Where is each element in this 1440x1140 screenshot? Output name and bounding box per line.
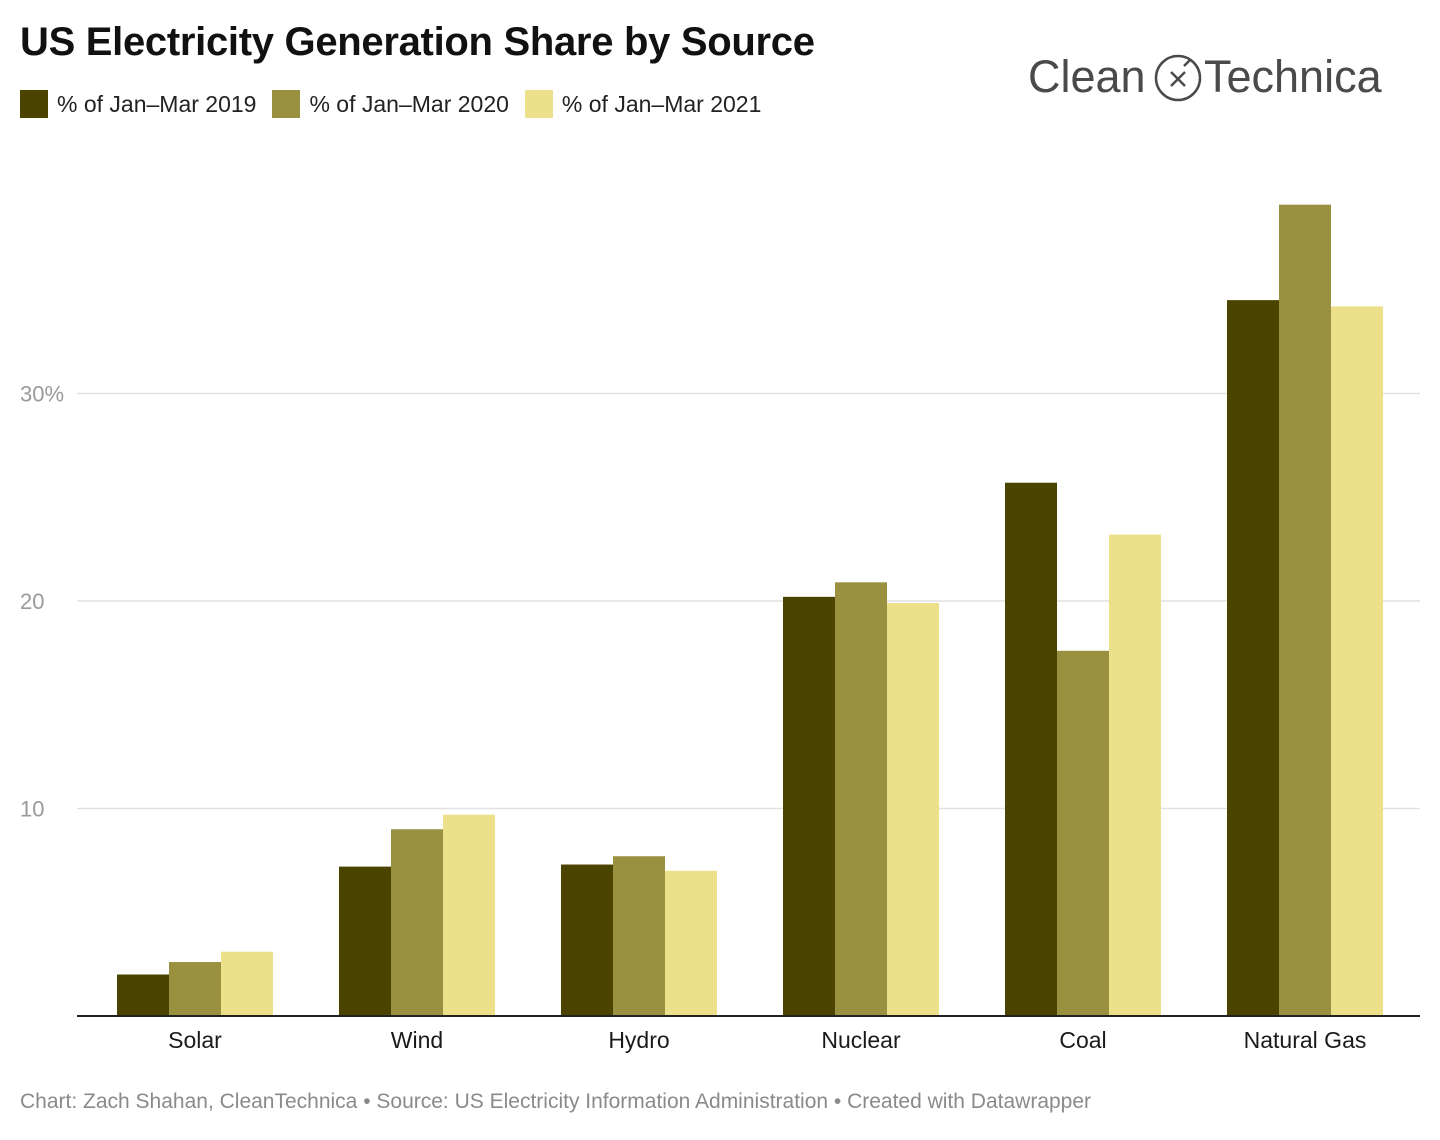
bar [221,951,273,1016]
legend-item-2019: % of Jan–Mar 2019 [20,90,256,118]
x-tick-label: Nuclear [821,1027,901,1053]
legend-label-2021: % of Jan–Mar 2021 [561,90,762,117]
bar [1057,650,1109,1016]
legend: % of Jan–Mar 2019 % of Jan–Mar 2020 % of… [20,90,777,118]
x-axis-labels: Solar Wind Hydro Nuclear Coal Natural Gas [168,1027,1366,1053]
bar [443,814,495,1016]
x-tick-label: Wind [391,1027,443,1053]
bar-chart: 10 20 30% Solar Wind Hydro Nuclear Coal Natural… [20,204,1420,1053]
legend-swatch-2019 [20,90,48,118]
bar [783,596,835,1016]
bar [1331,306,1383,1017]
bar [391,829,443,1016]
legend-item-2021: % of Jan–Mar 2021 [524,90,762,118]
bar [339,866,391,1016]
logo-text-technica: Technica [1204,51,1383,102]
legend-swatch-2021 [524,90,553,118]
bar [169,962,221,1016]
bar [1005,482,1057,1017]
x-tick-label: Hydro [608,1027,669,1053]
y-tick-label: 20 [20,589,44,614]
bar [1227,300,1279,1016]
chart-title: US Electricity Generation Share by Sourc… [20,20,815,64]
legend-label-2020: % of Jan–Mar 2020 [309,90,509,117]
gridlines: 10 20 30% [20,382,1420,822]
bar [117,974,169,1016]
bar [1109,534,1161,1016]
legend-item-2020: % of Jan–Mar 2020 [272,90,509,118]
bar [835,582,887,1016]
bar [665,870,717,1016]
x-tick-label: Solar [168,1027,222,1053]
legend-swatch-2020 [272,90,301,118]
y-tick-label: 10 [20,797,44,822]
cleantechnica-logo: Clean Technica [1028,51,1383,102]
x-tick-label: Natural Gas [1244,1027,1367,1053]
bar [613,856,665,1016]
bars [117,204,1383,1017]
bar [1279,204,1331,1017]
y-tick-label: 30% [20,382,64,407]
logo-text-clean: Clean [1028,51,1146,102]
plug-icon [1154,54,1202,102]
bar [561,864,613,1016]
chart-footer: Chart: Zach Shahan, CleanTechnica • Sour… [20,1090,1092,1113]
x-tick-label: Coal [1059,1027,1106,1053]
bar [887,603,939,1016]
legend-label-2019: % of Jan–Mar 2019 [57,90,257,117]
